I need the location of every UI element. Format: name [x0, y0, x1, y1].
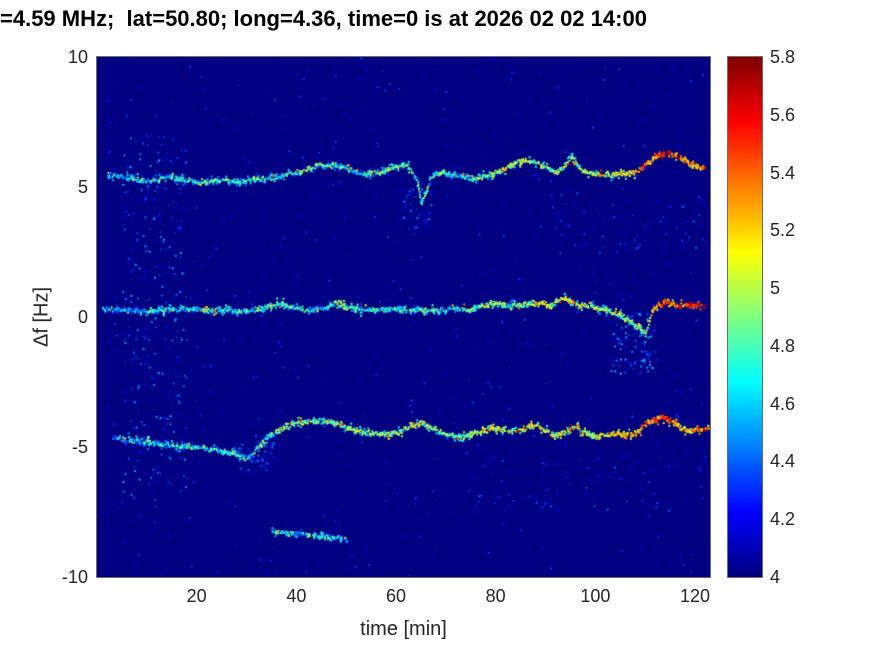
colorbar-tick-label: 4.2: [770, 509, 796, 530]
x-tick-label: 40: [286, 586, 307, 606]
colorbar-tick-label: 4.8: [770, 335, 796, 356]
colorbar-tick-label: 4.4: [770, 451, 796, 472]
y-tick-label: 5: [77, 177, 88, 197]
colorbar-tick-label: 5.4: [770, 162, 796, 183]
colorbar-tick-label: 5: [770, 278, 781, 299]
x-tick-label: 120: [680, 586, 711, 606]
y-tick-label: -5: [71, 437, 88, 457]
colorbar-tick-label: 5.6: [770, 104, 796, 125]
y-tick-label: -10: [61, 567, 88, 587]
x-tick-label: 60: [386, 586, 407, 606]
chart-title: =4.59 MHz; lat=50.80; long=4.36, time=0 …: [0, 6, 647, 31]
colorbar-tick-label: 5.8: [770, 47, 796, 67]
spectrogram-canvas: [97, 57, 710, 577]
x-tick-label: 80: [485, 586, 506, 606]
y-tick-label: 10: [67, 47, 88, 67]
colorbar-tick-label: 4: [770, 567, 781, 587]
colorbar: [728, 57, 762, 577]
colorbar-tick-label: 4.6: [770, 393, 796, 414]
x-axis-label: time [min]: [360, 618, 447, 640]
y-tick-label: 0: [77, 307, 88, 327]
colorbar-tick-label: 5.2: [770, 220, 796, 241]
x-tick-label: 100: [580, 586, 611, 606]
x-tick-label: 20: [186, 586, 207, 606]
